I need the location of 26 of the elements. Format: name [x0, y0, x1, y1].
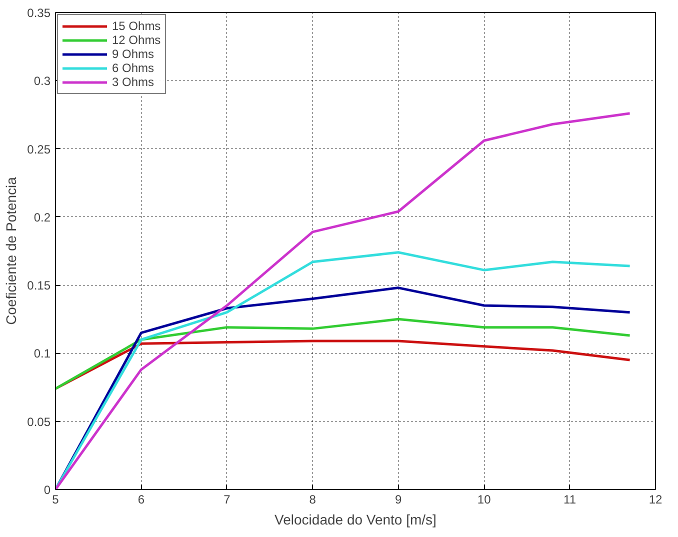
y-tick-label: 0.35 — [27, 6, 51, 20]
legend-label: 12 Ohms — [112, 33, 161, 47]
y-tick-label: 0.2 — [34, 210, 51, 224]
x-axis-title: Velocidade do Vento [m/s] — [274, 512, 436, 528]
x-tick-label: 6 — [138, 492, 145, 506]
x-tick-label: 8 — [309, 492, 316, 506]
x-tick-label: 12 — [648, 492, 662, 506]
legend-label: 15 Ohms — [112, 19, 161, 33]
x-tick-label: 10 — [477, 492, 492, 506]
legend-label: 6 Ohms — [112, 61, 154, 75]
y-tick-label: 0.15 — [27, 278, 51, 293]
legend-label: 9 Ohms — [112, 47, 154, 61]
y-tick-label: 0 — [44, 483, 51, 497]
x-tick-label: 11 — [564, 492, 576, 506]
y-tick-label: 0.1 — [34, 346, 51, 361]
line-series — [56, 318, 632, 390]
x-tick-label: 5 — [52, 492, 60, 506]
y-tick-label: 0.05 — [27, 414, 51, 429]
y-tick-label: 0.3 — [34, 74, 51, 88]
line-series — [56, 112, 632, 490]
x-tick-label: 9 — [395, 492, 402, 506]
y-tick-label: 0.25 — [27, 142, 51, 156]
y-axis-title: Coeficiente de Potencia — [3, 176, 20, 325]
legend-label: 3 Ohms — [112, 75, 154, 89]
line-series — [56, 340, 632, 390]
x-tick-label: 7 — [224, 492, 231, 506]
